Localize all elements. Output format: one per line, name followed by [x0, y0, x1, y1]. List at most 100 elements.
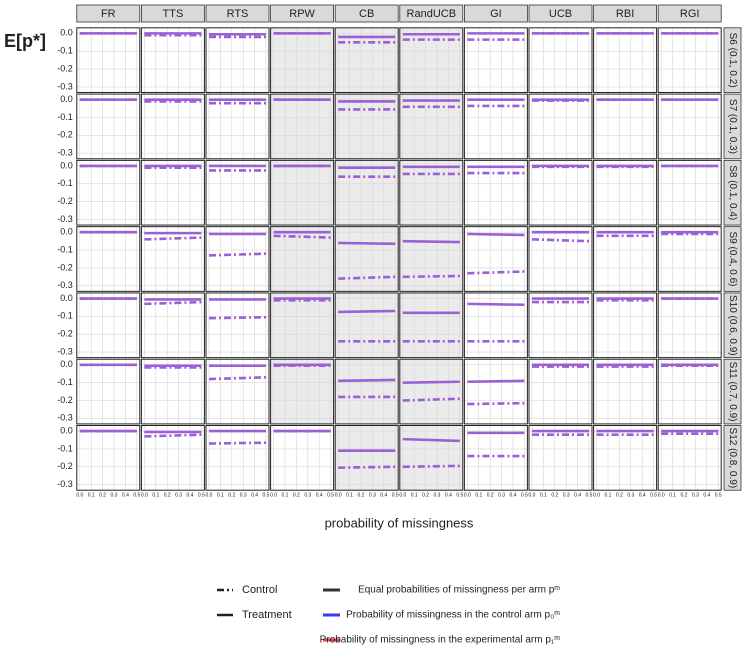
panel-background — [76, 94, 140, 159]
panel-background — [206, 226, 269, 292]
panel-background — [270, 160, 334, 226]
y-tick-label: -0.1 — [57, 112, 73, 122]
line-control — [467, 401, 525, 406]
x-tick-label: 0.2 — [551, 493, 558, 499]
facet-strip-label: RGI — [680, 8, 700, 20]
panel-border — [205, 425, 270, 491]
facet-strip-label: RTS — [227, 8, 249, 20]
legend-label: Equal probabilities of missingness per a… — [358, 585, 560, 596]
y-tick-label: -0.3 — [57, 479, 73, 489]
x-tick-label: 0.5 — [715, 493, 722, 499]
facet-strip-label: S10 (0.6, 0.9) — [727, 295, 738, 356]
line-control — [402, 464, 460, 469]
x-tick-label: 0.1 — [152, 493, 159, 499]
x-tick-label: 0.3 — [240, 493, 247, 499]
panel-border — [270, 358, 335, 425]
panel-background — [464, 359, 528, 424]
x-tick-label: 0.2 — [99, 493, 106, 499]
y-tick-label: -0.3 — [57, 280, 73, 290]
x-tick-label: 0.4 — [445, 493, 452, 499]
x-tick-label: 0.4 — [316, 493, 323, 499]
panel-background — [464, 425, 528, 491]
facet-strip-label: RPW — [289, 8, 315, 20]
panel-background — [529, 160, 592, 226]
panel-background — [141, 94, 205, 159]
panel-background — [335, 226, 399, 292]
facet-strip-label: S7 (0.1, 0.3) — [727, 99, 738, 154]
facet-strip — [205, 4, 270, 23]
panel-background — [464, 94, 528, 159]
panel-border — [334, 27, 399, 93]
line-control — [338, 275, 396, 280]
facet-strip-label: GI — [490, 8, 502, 20]
panel-border — [528, 358, 593, 425]
y-tick-label: 0.0 — [60, 359, 73, 369]
facet-strip — [657, 4, 722, 23]
panel-border — [463, 93, 528, 160]
panel-border — [528, 93, 593, 160]
panel-border — [528, 226, 593, 292]
panel-border — [205, 292, 270, 359]
panel-background — [593, 27, 657, 93]
panel-background — [206, 425, 269, 491]
line-control — [338, 465, 396, 469]
line-treatment — [467, 232, 525, 237]
panel-border — [270, 292, 335, 359]
panel-border — [463, 159, 528, 226]
panel-background — [270, 359, 334, 424]
facet-strip-label: S11 (0.7, 0.9) — [727, 362, 738, 422]
panel-border — [463, 27, 528, 93]
panel-background — [76, 292, 140, 358]
panel-border — [334, 226, 399, 292]
line-control — [208, 252, 267, 257]
line-control — [144, 300, 202, 306]
line-treatment — [467, 379, 525, 384]
panel-border — [399, 425, 464, 491]
line-control — [402, 397, 460, 402]
facet-strip — [399, 4, 464, 23]
x-tick-label: 0.4 — [574, 493, 581, 499]
panel-background — [658, 27, 722, 93]
panel-border — [205, 358, 270, 425]
panel-border — [140, 358, 205, 425]
facet-strip — [723, 93, 742, 160]
y-tick-label: -0.3 — [57, 413, 73, 423]
panel-background — [529, 292, 592, 358]
panel-border — [140, 27, 205, 93]
line-control — [144, 236, 202, 241]
x-tick-label: 0.1 — [540, 493, 547, 499]
panel-background — [658, 292, 722, 358]
legend-label: Probability of missingness in the experi… — [320, 635, 561, 646]
panel-border — [593, 292, 658, 359]
y-tick-label: 0.0 — [60, 227, 73, 237]
panel-background — [529, 27, 592, 93]
facet-strip — [723, 226, 742, 292]
panel-border — [399, 27, 464, 93]
x-tick-label: 0.5 — [586, 493, 593, 499]
panel-background — [658, 160, 722, 226]
x-tick-label: 0.1 — [605, 493, 612, 499]
panel-background — [658, 425, 722, 491]
panel-background — [335, 160, 399, 226]
panel-border — [140, 159, 205, 226]
x-tick-label: 0.2 — [228, 493, 235, 499]
y-tick-label: -0.3 — [57, 214, 73, 224]
x-tick-label: 0.1 — [217, 493, 224, 499]
panel-border — [205, 226, 270, 292]
panel-border — [76, 425, 141, 491]
panel-border — [76, 27, 141, 93]
panel-background — [658, 226, 722, 292]
x-tick-label: 0.3 — [175, 493, 182, 499]
facet-strip-label: S12 (0.8, 0.9) — [727, 428, 738, 489]
panel-border — [205, 159, 270, 226]
panel-border — [76, 358, 141, 425]
line-control — [144, 433, 202, 438]
panel-background — [141, 292, 205, 358]
panel-border — [76, 93, 141, 160]
facet-strip — [723, 27, 742, 93]
y-tick-label: -0.2 — [57, 262, 73, 272]
panel-border — [399, 292, 464, 359]
panel-background — [399, 359, 463, 424]
legend-label: Probability of missingness in the contro… — [346, 610, 560, 621]
panel-background — [399, 226, 463, 292]
